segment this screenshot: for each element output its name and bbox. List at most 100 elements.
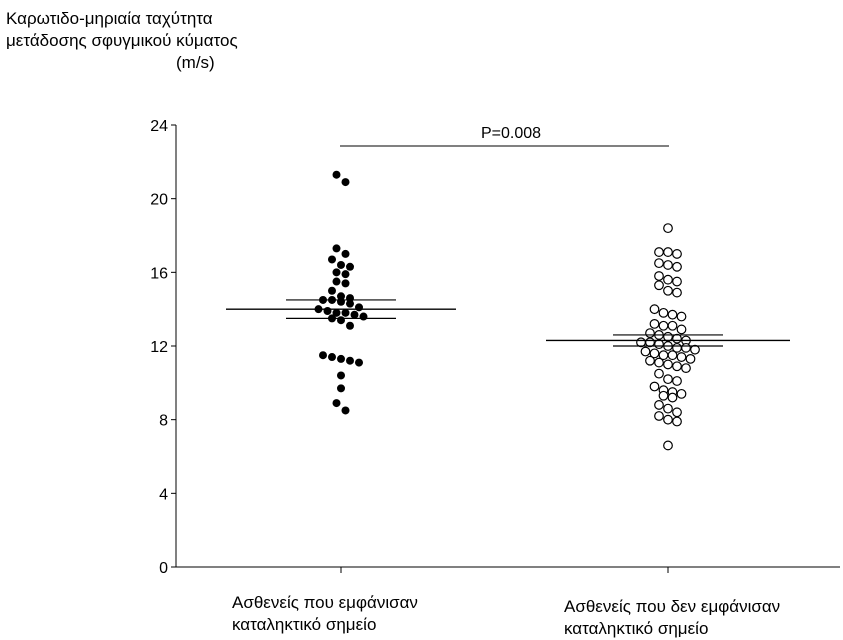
data-point-open bbox=[654, 400, 664, 410]
category-label-2: Ασθενείς που δεν εμφάνισαν καταληκτικό σ… bbox=[564, 596, 780, 640]
data-point-filled bbox=[359, 312, 368, 321]
data-point-filled bbox=[337, 292, 345, 301]
data-point-open bbox=[649, 319, 660, 329]
data-point-open bbox=[672, 407, 682, 418]
data-point-filled bbox=[337, 297, 345, 306]
significance-annotation: P=0.008 bbox=[340, 125, 669, 147]
data-point-filled bbox=[337, 354, 345, 363]
data-point-open bbox=[663, 440, 673, 451]
y-axis-label-line-1: Καρωτιδο-μηριαία ταχύτητα bbox=[6, 9, 213, 28]
y-axis: 0 4 8 12 16 20 24 bbox=[150, 118, 840, 577]
data-point-open bbox=[676, 352, 687, 362]
data-point-open bbox=[676, 324, 687, 335]
data-point-filled bbox=[341, 279, 350, 288]
data-point-open bbox=[663, 414, 673, 425]
y-tick-label: 4 bbox=[159, 486, 168, 503]
y-tick-label: 8 bbox=[159, 413, 168, 430]
data-point-filled bbox=[341, 308, 350, 317]
category-1-line-2: καταληκτικό σημείο bbox=[232, 615, 377, 634]
y-axis-unit: (m/s) bbox=[176, 53, 215, 72]
data-point-open bbox=[667, 320, 678, 331]
y-tick-label: 16 bbox=[150, 265, 168, 282]
data-point-filled bbox=[332, 170, 341, 179]
data-point-open bbox=[663, 374, 673, 385]
y-tick-label: 12 bbox=[150, 339, 168, 356]
data-point-open bbox=[672, 376, 682, 386]
y-axis-label: Καρωτιδο-μηριαία ταχύτητα μετάδοσης σφυγ… bbox=[6, 8, 238, 74]
data-point-open bbox=[649, 381, 660, 392]
category-1-line-1: Ασθενείς που εμφάνισαν bbox=[232, 593, 418, 612]
data-point-filled bbox=[332, 268, 341, 277]
data-point-open bbox=[663, 403, 673, 414]
data-point-open bbox=[654, 271, 664, 281]
data-point-open bbox=[685, 353, 696, 364]
data-point-open bbox=[654, 411, 664, 421]
data-point-filled bbox=[341, 249, 350, 258]
data-point-filled bbox=[341, 270, 350, 279]
data-point-open bbox=[672, 361, 682, 372]
category-2-line-1: Ασθενείς που δεν εμφάνισαν bbox=[564, 597, 781, 616]
data-point-open bbox=[645, 337, 655, 348]
data-point-open bbox=[658, 307, 669, 318]
data-point-open bbox=[663, 247, 673, 257]
data-point-filled bbox=[332, 244, 341, 253]
data-point-filled bbox=[332, 399, 341, 408]
data-point-filled bbox=[346, 299, 354, 308]
data-point-open bbox=[672, 416, 682, 427]
mean-error-bars bbox=[226, 299, 790, 347]
y-tick-label: 20 bbox=[150, 192, 168, 209]
data-point-open bbox=[663, 260, 673, 270]
data-point-open bbox=[663, 274, 673, 285]
y-axis-label-line-2: μετάδοσης σφυγμικού κύματος bbox=[6, 31, 238, 50]
data-point-filled bbox=[346, 262, 354, 271]
data-point-filled bbox=[332, 277, 341, 286]
data-point-open bbox=[649, 304, 660, 315]
data-point-filled bbox=[328, 353, 336, 362]
category-2-line-2: καταληκτικό σημείο bbox=[564, 619, 709, 638]
data-point-open bbox=[663, 359, 673, 370]
data-point-open bbox=[658, 390, 669, 401]
data-point-open bbox=[645, 328, 655, 339]
data-point-filled bbox=[341, 406, 350, 415]
data-point-filled bbox=[337, 316, 345, 325]
data-point-filled bbox=[328, 286, 336, 295]
data-points bbox=[314, 170, 700, 451]
data-point-open bbox=[681, 363, 691, 374]
data-point-filled bbox=[319, 351, 327, 360]
data-point-filled bbox=[328, 255, 336, 264]
data-point-open bbox=[658, 320, 669, 331]
data-point-filled bbox=[346, 321, 354, 330]
data-point-open bbox=[667, 392, 678, 403]
data-point-open bbox=[672, 261, 682, 272]
data-point-open bbox=[654, 247, 664, 257]
data-point-open bbox=[672, 249, 682, 259]
data-point-filled bbox=[337, 371, 345, 380]
data-point-open bbox=[654, 357, 664, 368]
data-point-filled bbox=[323, 307, 332, 316]
data-point-open bbox=[654, 280, 664, 291]
data-point-open bbox=[654, 258, 664, 269]
data-point-open bbox=[676, 388, 687, 399]
data-point-open bbox=[649, 348, 660, 359]
data-point-open bbox=[667, 309, 678, 320]
data-point-open bbox=[667, 350, 678, 361]
data-point-open bbox=[663, 223, 673, 234]
data-point-open bbox=[672, 287, 682, 298]
data-point-filled bbox=[355, 358, 363, 367]
data-point-filled bbox=[332, 308, 341, 317]
data-point-open bbox=[681, 342, 691, 353]
data-point-open bbox=[636, 337, 646, 348]
data-point-filled bbox=[346, 356, 354, 365]
data-point-open bbox=[690, 344, 700, 355]
y-tick-label: 0 bbox=[159, 560, 168, 577]
data-point-filled bbox=[337, 384, 345, 393]
data-point-open bbox=[640, 346, 651, 357]
data-point-open bbox=[676, 311, 687, 322]
y-tick-label: 24 bbox=[150, 118, 168, 135]
data-point-open bbox=[672, 276, 682, 287]
data-point-open bbox=[663, 285, 673, 296]
category-label-1: Ασθενείς που εμφάνισαν καταληκτικό σημεί… bbox=[232, 592, 418, 636]
data-point-filled bbox=[341, 178, 350, 187]
data-point-filled bbox=[350, 310, 359, 319]
